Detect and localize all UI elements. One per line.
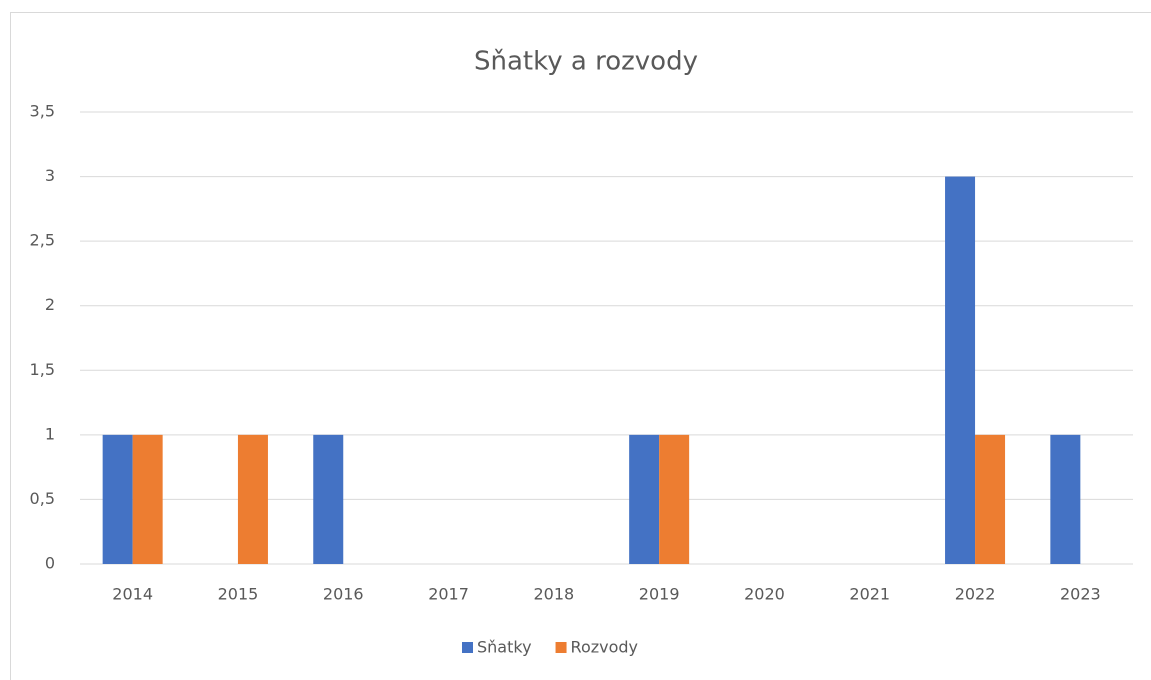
- bar: [313, 434, 344, 564]
- bar: [659, 434, 690, 564]
- x-tick-label: 2015: [218, 585, 259, 604]
- y-tick-label: 2: [45, 295, 55, 314]
- x-tick-label: 2023: [1060, 585, 1101, 604]
- y-tick-label: 3: [45, 166, 55, 185]
- x-tick-label: 2017: [428, 585, 469, 604]
- bar: [975, 434, 1006, 564]
- y-tick-label: 0,5: [30, 489, 55, 508]
- legend-label: Rozvody: [571, 638, 638, 657]
- x-tick-label: 2022: [955, 585, 996, 604]
- x-tick-label: 2021: [849, 585, 890, 604]
- x-tick-label: 2014: [112, 585, 153, 604]
- bar: [237, 434, 268, 564]
- bar: [102, 434, 133, 564]
- legend-swatch: [462, 642, 473, 653]
- x-tick-label: 2019: [639, 585, 680, 604]
- chart-title: Sňatky a rozvody: [474, 47, 698, 77]
- x-tick-label: 2018: [533, 585, 574, 604]
- x-tick-label: 2016: [323, 585, 364, 604]
- bar: [945, 176, 976, 565]
- y-tick-label: 2,5: [30, 231, 55, 250]
- chart-frame: [10, 12, 1151, 680]
- legend-label: Sňatky: [477, 638, 532, 657]
- y-tick-label: 0: [45, 554, 55, 573]
- bar: [629, 434, 660, 564]
- bar: [132, 434, 163, 564]
- y-tick-label: 1,5: [30, 360, 55, 379]
- x-tick-label: 2020: [744, 585, 785, 604]
- legend-swatch: [555, 642, 567, 653]
- y-tick-label: 1: [45, 424, 55, 443]
- y-tick-label: 3,5: [30, 102, 55, 121]
- bar: [1050, 434, 1081, 564]
